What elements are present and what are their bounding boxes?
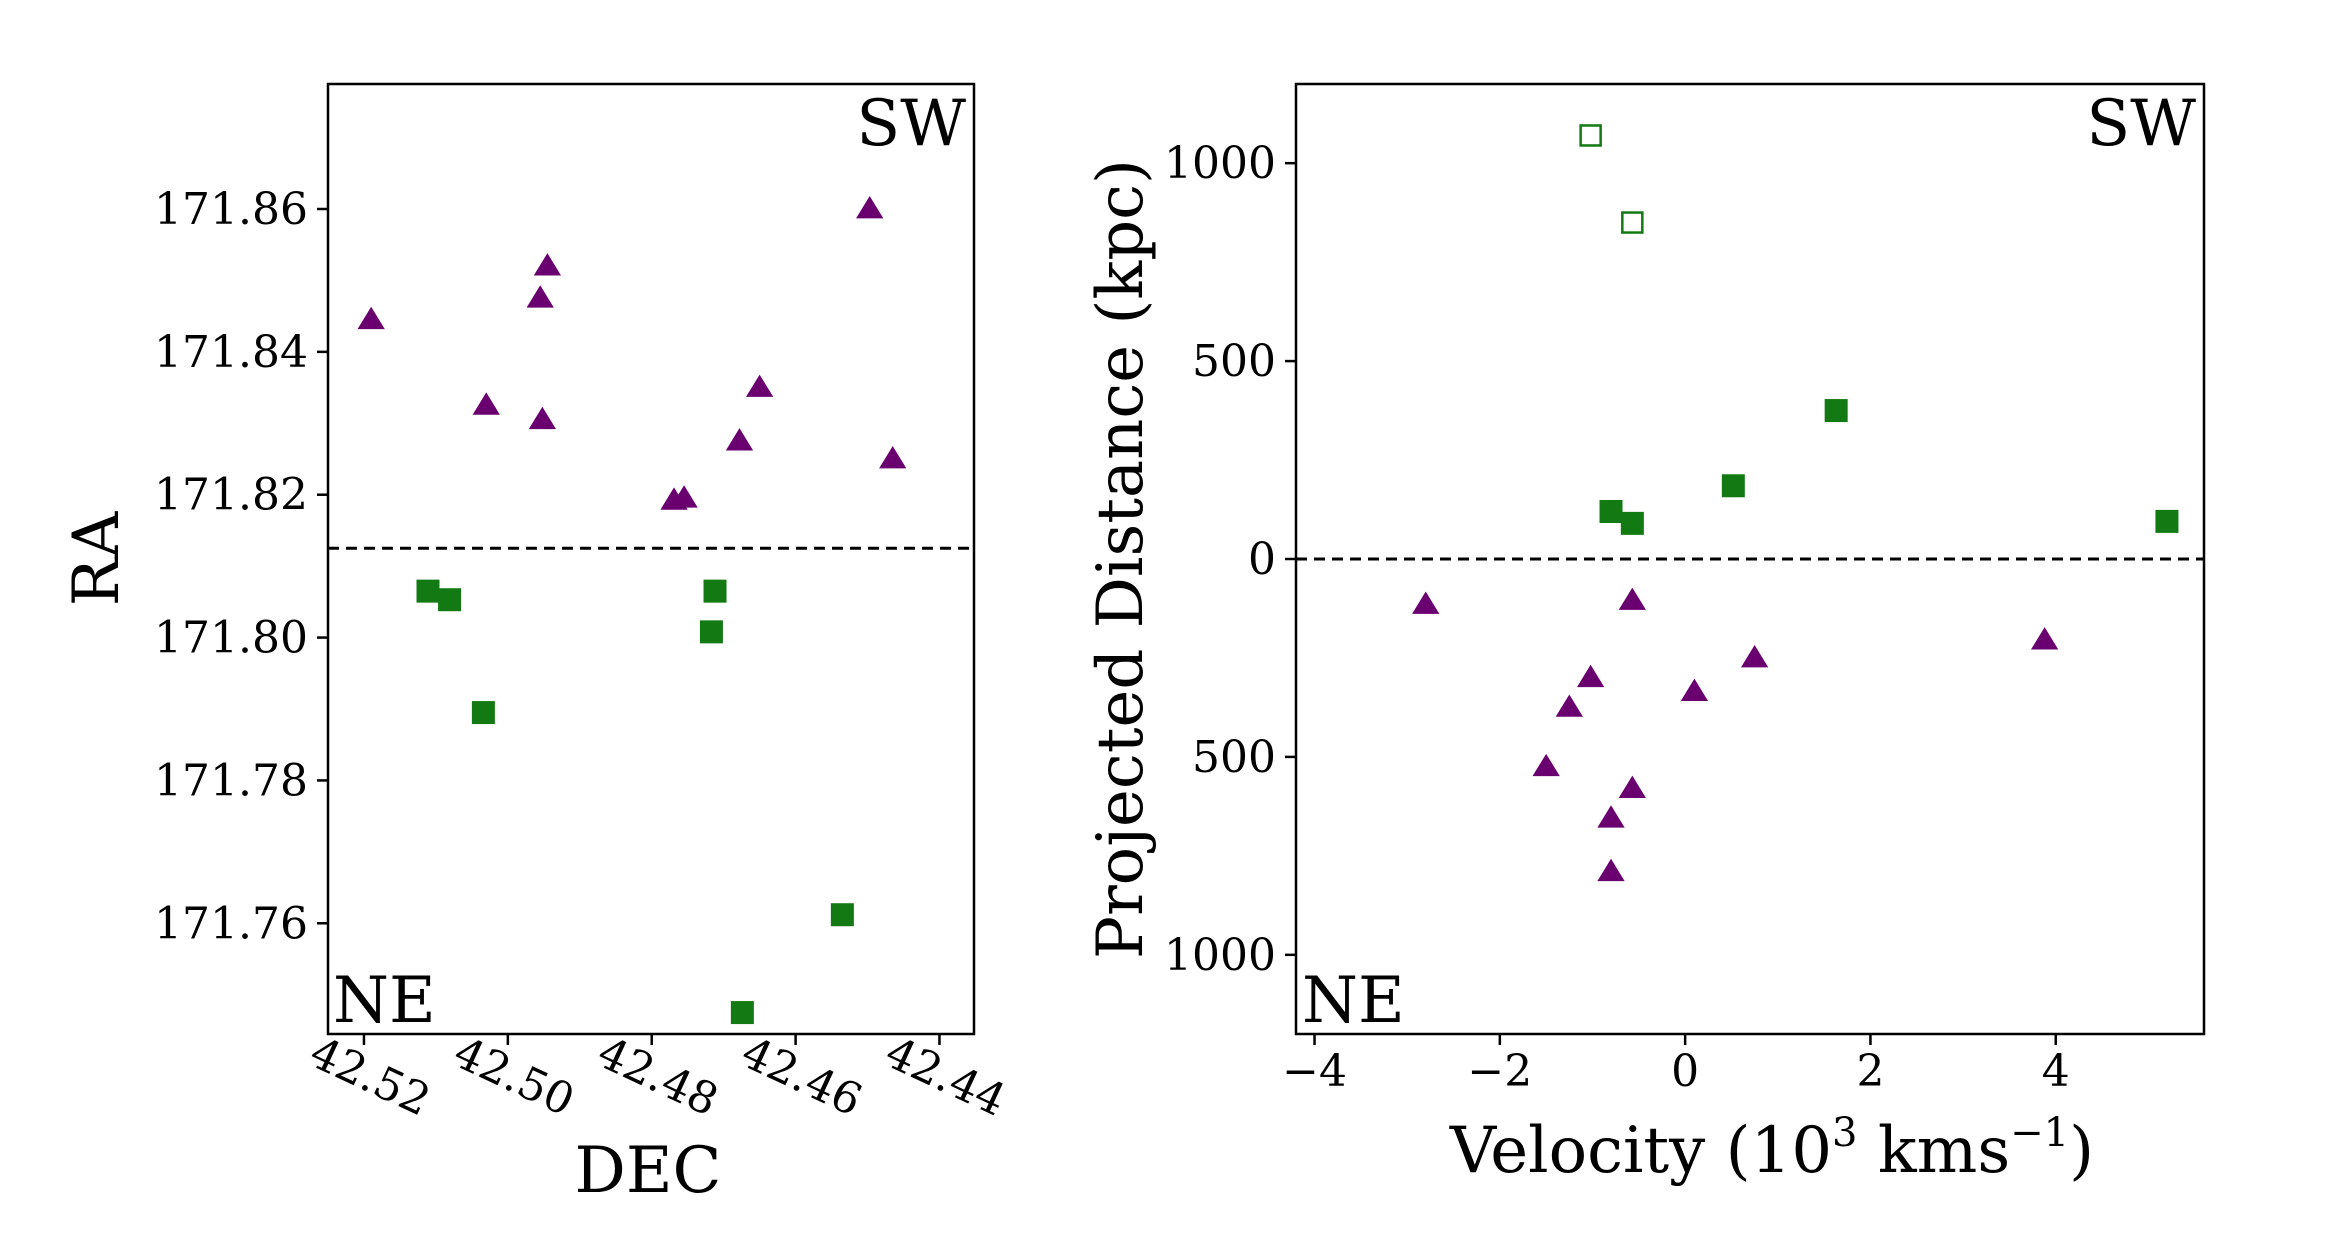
velocity-distance-x-tick-label-0: −4 [1282, 1046, 1347, 1097]
ra-dec-triangle-point-0 [357, 306, 385, 330]
ra-dec-y-tick-label-0: 171.76 [154, 898, 308, 949]
velocity-distance-ticks: −4 −2 0 2 4 1000 500 0 500 1000 [1164, 138, 2070, 1097]
velocity-distance-y-tick-label-2: 0 [1248, 534, 1276, 585]
velocity-distance-square-point-0 [1599, 500, 1623, 523]
velocity-distance-x-tick-label-1: −2 [1467, 1046, 1532, 1097]
ra-dec-square-point-4 [699, 620, 723, 644]
ra-dec-triangle-point-9 [856, 196, 884, 219]
ra-dec-square-point-1 [438, 588, 462, 612]
velocity-distance-triangle-point-10 [1618, 587, 1646, 610]
velocity-distance-square-point-2 [1721, 474, 1745, 498]
ra-dec-triangle-point-2 [526, 285, 554, 308]
velocity-distance-square-point-4 [2155, 509, 2179, 533]
ra-dec-y-axis-label: RA [60, 511, 134, 606]
velocity-distance-triangle-point-1 [1597, 805, 1625, 828]
velocity-label-sup1: 3 [1832, 1110, 1857, 1156]
velocity-distance-y-tick-label-1: 500 [1192, 732, 1276, 783]
velocity-distance-triangle-point-9 [1412, 591, 1440, 614]
velocity-distance-y-tick-label-3: 500 [1192, 336, 1276, 387]
velocity-distance-triangle-point-5 [1576, 664, 1605, 688]
velocity-distance-sw-label: SW [2086, 87, 2196, 161]
velocity-distance-open_square-point-1 [1579, 124, 1602, 147]
velocity-distance-open_square-point-0 [1621, 211, 1644, 234]
velocity-distance-ne-label: NE [1302, 964, 1405, 1038]
ra-dec-sw-label: SW [856, 87, 966, 161]
ra-dec-x-tick-label-1: 42.50 [446, 1027, 582, 1126]
ra-dec-triangle-point-1 [533, 253, 562, 276]
ra-dec-triangle-point-4 [528, 406, 557, 430]
velocity-distance-triangle-point-8 [2030, 627, 2059, 650]
ra-dec-y-tick-label-3: 171.82 [154, 470, 308, 521]
velocity-label-part3: ) [2069, 1114, 2094, 1188]
ra-dec-points [328, 196, 974, 1025]
velocity-distance-y-axis-label: Projected Distance (kpc) [1084, 159, 1158, 959]
ra-dec-triangle-point-10 [879, 446, 907, 469]
ra-dec-plot-frame [326, 82, 976, 1036]
velocity-distance-x-tick-label-3: 2 [1856, 1046, 1884, 1097]
ra-dec-triangle-point-6 [660, 487, 688, 510]
ra-dec-triangle-point-7 [745, 374, 774, 397]
ra-dec-y-tick-label-4: 171.84 [154, 327, 308, 378]
velocity-label-part1: Velocity (10 [1449, 1114, 1832, 1188]
velocity-distance-y-tick-label-4: 1000 [1164, 138, 1276, 189]
velocity-distance-x-tick-label-2: 0 [1671, 1046, 1699, 1097]
ra-dec-square-point-0 [416, 579, 440, 603]
ra-dec-ticks: 42.52 42.50 42.48 42.46 42.44 171.76 171.78 171… [154, 184, 1013, 1127]
velocity-distance-square-point-3 [1824, 399, 1848, 423]
ra-dec-square-point-2 [471, 701, 495, 725]
velocity-distance-points [1296, 124, 2204, 882]
ra-dec-x-axis-label: DEC [575, 1134, 722, 1208]
velocity-distance-x-tick-label-4: 4 [2042, 1046, 2070, 1097]
ra-dec-y-tick-label-1: 171.78 [154, 755, 308, 806]
ra-dec-y-tick-label-5: 171.86 [154, 184, 308, 235]
ra-dec-panel: 42.52 42.50 42.48 42.46 42.44 171.76 171.78 171… [60, 82, 1013, 1208]
ra-dec-square-point-5 [730, 1001, 754, 1025]
velocity-label-sup2: −1 [2010, 1110, 2069, 1156]
velocity-distance-square-point-1 [1620, 511, 1644, 535]
velocity-distance-plot-frame [1294, 82, 2206, 1036]
velocity-label-part2: kms [1858, 1114, 2011, 1188]
velocity-distance-panel: −4 −2 0 2 4 1000 500 0 500 1000 SW NE Velocity (1… [1084, 82, 2206, 1188]
ra-dec-triangle-point-3 [472, 392, 500, 415]
velocity-distance-x-axis-label: Velocity (103 kms−1) [1449, 1110, 2094, 1188]
ra-dec-y-tick-label-2: 171.80 [154, 613, 308, 664]
ra-dec-square-point-6 [830, 903, 854, 927]
ra-dec-ne-label: NE [333, 964, 436, 1038]
velocity-distance-triangle-point-3 [1532, 753, 1560, 777]
ra-dec-x-tick-label-3: 42.46 [734, 1027, 870, 1126]
ra-dec-triangle-point-8 [725, 428, 754, 451]
velocity-distance-triangle-point-4 [1555, 694, 1583, 717]
velocity-distance-triangle-point-0 [1597, 858, 1625, 882]
velocity-distance-y-tick-label-0: 1000 [1164, 930, 1276, 981]
ra-dec-square-point-3 [703, 579, 727, 603]
ra-dec-x-tick-label-4: 42.44 [878, 1027, 1014, 1126]
ra-dec-x-tick-label-2: 42.48 [590, 1027, 726, 1126]
velocity-distance-triangle-point-6 [1680, 678, 1709, 701]
velocity-distance-triangle-point-2 [1618, 775, 1646, 798]
velocity-distance-triangle-point-7 [1740, 644, 1769, 668]
ra-dec-x-tick-label-0: 42.52 [302, 1027, 438, 1126]
